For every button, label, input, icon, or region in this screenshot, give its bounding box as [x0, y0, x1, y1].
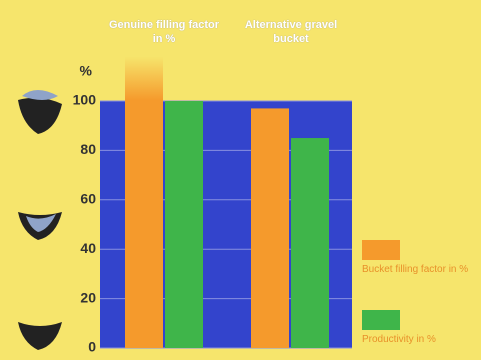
bar: [125, 56, 163, 348]
legend-label: Productivity in %: [362, 334, 436, 345]
category-label: Genuine filling factor in %: [109, 19, 220, 45]
y-axis-label: %: [80, 63, 93, 79]
y-tick-label: 100: [73, 92, 97, 108]
bucket-icons: [18, 90, 62, 350]
bar: [165, 101, 203, 348]
y-tick-label: 40: [80, 240, 96, 256]
category-label: Alternative gravel bucket: [244, 19, 338, 45]
y-tick-label: 20: [80, 289, 96, 305]
y-tick-label: 60: [80, 191, 96, 207]
bar: [291, 138, 329, 348]
y-tick-label: 80: [80, 141, 96, 157]
legend-swatch: [362, 240, 400, 260]
legend-label: Bucket filling factor in %: [362, 264, 469, 275]
bar: [251, 108, 289, 348]
y-tick-label: 0: [88, 339, 96, 355]
legend-swatch: [362, 310, 400, 330]
